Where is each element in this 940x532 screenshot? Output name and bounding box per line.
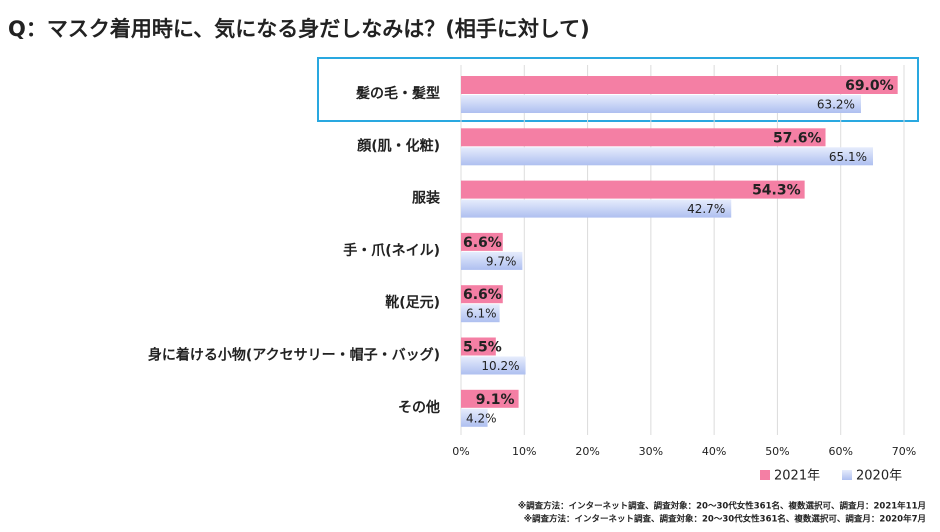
bar xyxy=(461,408,488,427)
x-tick-label: 50% xyxy=(765,445,789,458)
bar xyxy=(461,147,873,166)
footnote: ※調査方法：インターネット調査、調査対象：20～30代女性361名、複数選択可、… xyxy=(524,514,926,525)
value-label: 54.3% xyxy=(752,183,801,199)
legend-label: 2020年 xyxy=(856,469,902,484)
category-label: その他 xyxy=(398,399,440,416)
bar xyxy=(461,251,523,270)
value-label: 63.2% xyxy=(817,98,855,112)
footnote: ※調査方法：インターネット調査、調査対象：20～30代女性361名、複数選択可、… xyxy=(518,501,926,512)
value-label: 42.7% xyxy=(687,202,725,216)
category-label: 靴(足元) xyxy=(385,294,440,311)
value-label: 6.1% xyxy=(466,307,497,321)
bar xyxy=(461,180,805,199)
value-label: 57.6% xyxy=(773,130,822,146)
bar xyxy=(461,356,526,375)
bar xyxy=(461,232,503,251)
value-label: 9.1% xyxy=(476,392,515,408)
category-label: 身に着ける小物(アクセサリー・帽子・バッグ) xyxy=(148,347,440,364)
value-label: 6.6% xyxy=(463,287,502,303)
highlight-box xyxy=(317,57,919,122)
category-label: 顔(肌・化粧) xyxy=(356,137,440,154)
bar xyxy=(461,199,732,218)
x-tick-label: 0% xyxy=(452,445,469,458)
bar xyxy=(461,76,898,94)
value-label: 10.2% xyxy=(481,359,519,373)
bar xyxy=(461,389,519,408)
x-tick-label: 70% xyxy=(892,445,916,458)
x-tick-label: 40% xyxy=(702,445,726,458)
chart-title: Q：マスク着用時に、気になる身だしなみは？(相手に対して) xyxy=(8,17,590,41)
legend-swatch xyxy=(760,470,770,480)
category-label: 髪の毛・髪型 xyxy=(355,85,440,102)
bar xyxy=(461,285,503,304)
category-label: 服装 xyxy=(412,190,441,207)
x-tick-label: 30% xyxy=(639,445,663,458)
value-label: 65.1% xyxy=(829,150,867,164)
value-label: 4.2% xyxy=(466,411,497,425)
legend-label: 2021年 xyxy=(774,469,820,484)
category-label: 手・爪(ネイル) xyxy=(343,242,440,259)
x-tick-label: 60% xyxy=(828,445,852,458)
x-tick-label: 20% xyxy=(575,445,599,458)
value-label: 6.6% xyxy=(463,235,502,251)
value-label: 5.5% xyxy=(463,340,502,356)
legend-swatch xyxy=(842,470,852,480)
bar xyxy=(461,304,500,323)
bar xyxy=(461,337,496,356)
value-label: 69.0% xyxy=(845,78,894,94)
x-tick-label: 10% xyxy=(512,445,536,458)
bar xyxy=(461,128,826,147)
bar xyxy=(461,95,861,113)
value-label: 9.7% xyxy=(486,254,517,268)
